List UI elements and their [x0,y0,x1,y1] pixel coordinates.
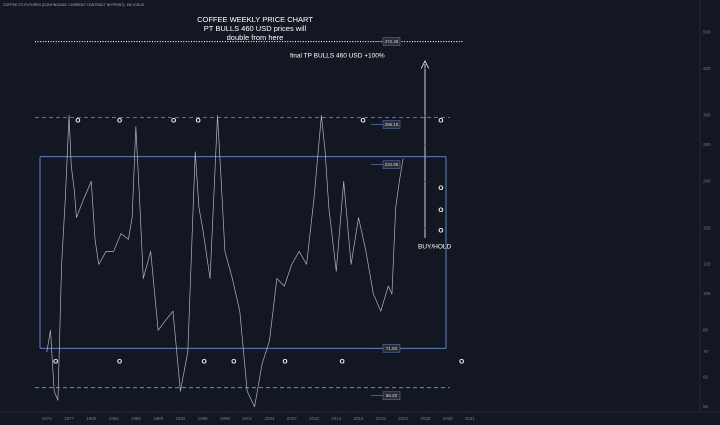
y-tick-label: 300 [703,113,711,118]
y-tick-label: 60 [703,374,709,379]
x-tick-label: 2001 [242,416,253,421]
marker: O [340,359,345,366]
y-tick-label: 500 [703,30,711,35]
y-tick-label: 150 [703,225,711,230]
arrow-head [420,60,430,70]
x-tick-label: 2010 [309,416,320,421]
x-tick-label: 1998 [220,416,231,421]
x-tick-label: 2019 [376,416,387,421]
marker: O [53,359,58,366]
y-tick-label: 50 [703,404,709,409]
marker: O [283,359,288,366]
x-tick-label: 2025 [420,416,431,421]
y-tick-label: 80 [703,327,709,332]
marker: O [117,118,122,125]
price-label: 472.45 [385,39,399,44]
marker: O [438,228,443,235]
title: PT BULLS 460 USD prices will [204,24,307,33]
x-tick-label: 1974 [42,416,53,421]
x-tick-label: 1980 [86,416,97,421]
x-tick-label: 2022 [398,416,409,421]
y-tick-label: 120 [703,262,711,267]
x-tick-label: 1992 [175,416,186,421]
y-tick-label: 250 [703,142,711,147]
x-tick-label: 2028 [443,416,454,421]
marker: O [438,185,443,192]
x-tick-label: 2016 [354,416,365,421]
price-line [46,115,404,408]
marker: O [75,118,80,125]
x-tick-label: 2013 [331,416,342,421]
price-label: 56.20 [386,393,398,398]
marker: O [171,118,176,125]
title: double from here [227,33,284,42]
price-label: 71.60 [386,346,398,351]
x-tick-label: 2004 [264,416,275,421]
marker: O [231,359,236,366]
price-label-box [382,391,401,400]
price-label-box [382,120,401,129]
y-tick-label: 200 [703,179,711,184]
target-note: final TP BULLS 460 USD +100% [290,53,385,60]
price-label-box [382,37,401,46]
x-tick-label: 1977 [64,416,75,421]
marker: O [438,118,443,125]
price-label-box [382,160,401,169]
marker: O [438,207,443,214]
x-tick-label: 1989 [153,416,164,421]
x-tick-label: 1983 [109,416,120,421]
marker: O [117,359,122,366]
marker: O [202,359,207,366]
marker: O [459,359,464,366]
symbol-legend: COFFEE C© FUTURES (CONTINUOUS: CURRENT C… [3,3,145,7]
price-label: 232.65 [385,162,399,167]
x-tick-label: 2007 [287,416,298,421]
action-note: BUY/HOLD [418,244,452,251]
y-tick-label: 400 [703,66,711,71]
x-tick-label: 1995 [198,416,209,421]
marker: O [196,118,201,125]
y-tick-label: 70 [703,349,709,354]
title: COFFEE WEEKLY PRICE CHART [197,15,313,24]
price-label: 296.15 [385,122,399,127]
price-label-box [382,344,401,353]
x-tick-label: 2031 [465,416,476,421]
x-tick-label: 1986 [131,416,142,421]
marker: O [360,118,365,125]
y-tick-label: 100 [703,291,711,296]
